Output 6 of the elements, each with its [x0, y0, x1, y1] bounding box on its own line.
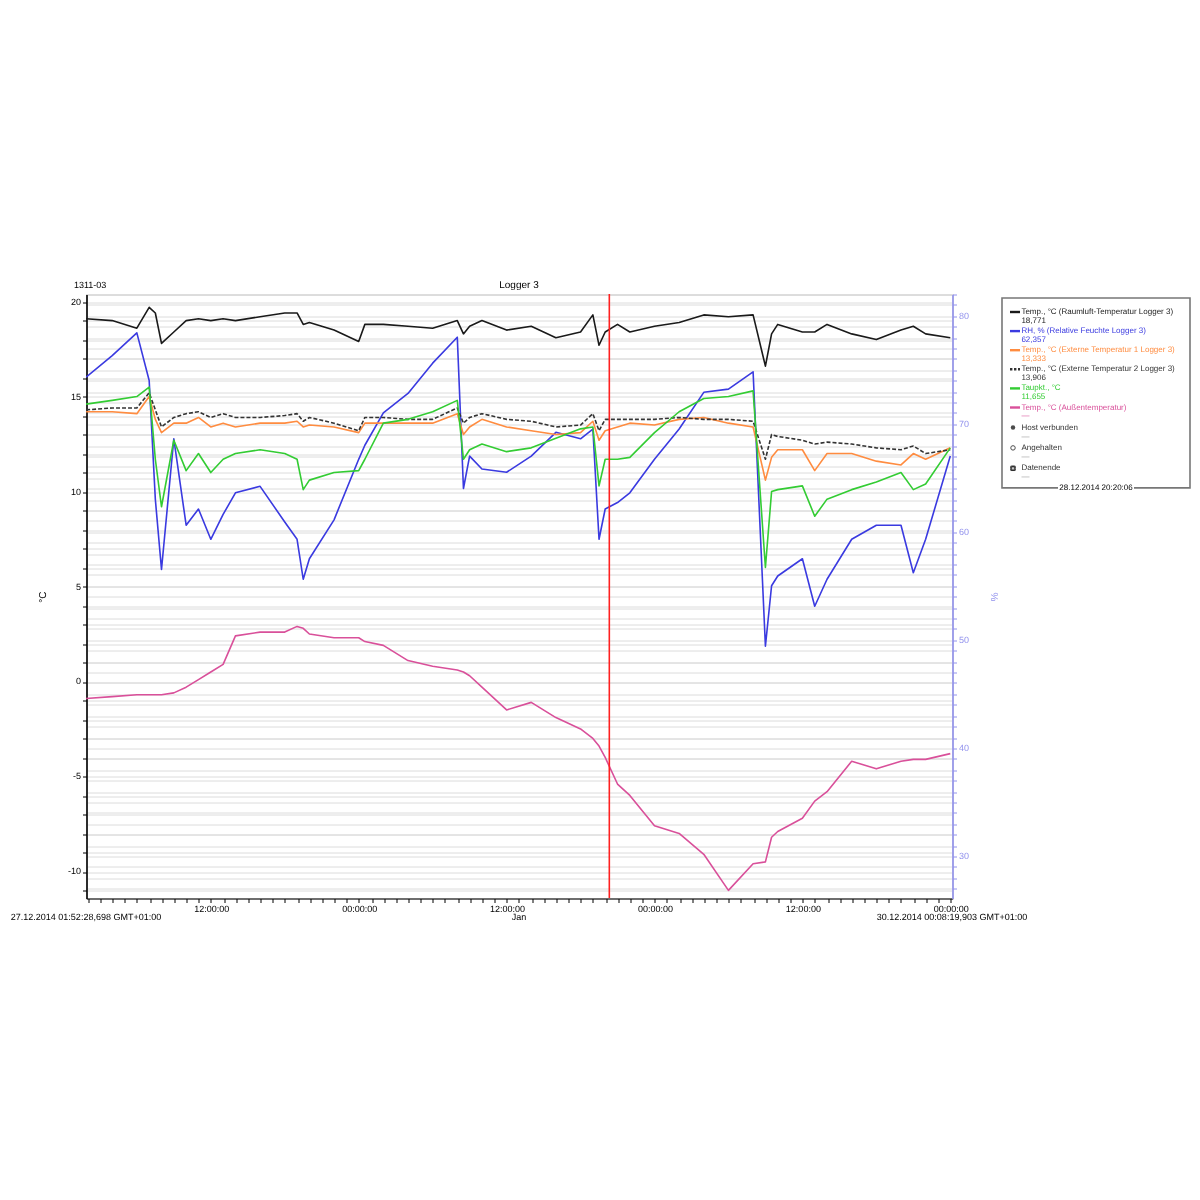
line-series — [86, 386, 952, 569]
line-series — [86, 625, 952, 892]
line-series — [86, 332, 952, 648]
line-series — [86, 395, 952, 481]
line-series — [86, 306, 952, 367]
line-series — [86, 391, 952, 461]
